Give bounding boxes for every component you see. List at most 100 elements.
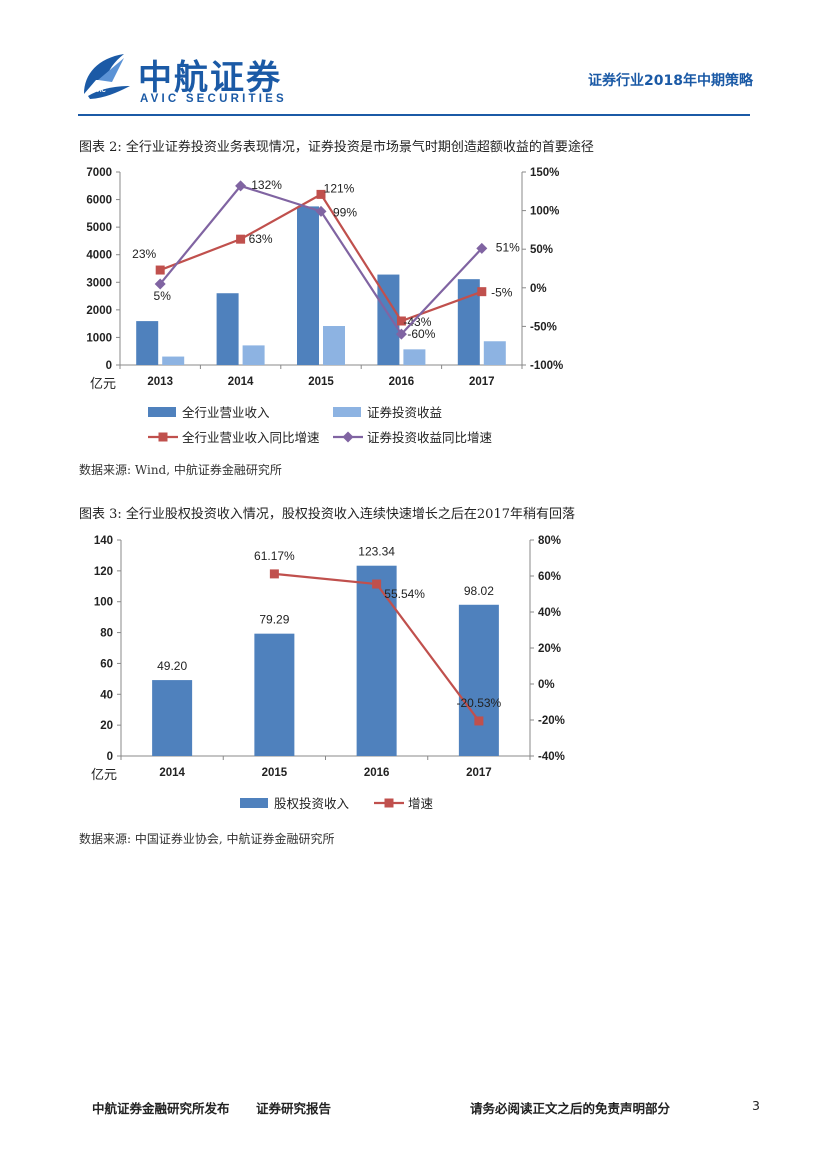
y-right-tick-label: 20% — [538, 643, 561, 655]
bar — [297, 206, 319, 365]
y-right-tick-label: -50% — [530, 321, 557, 333]
y-left-tick-label: 7000 — [86, 167, 112, 179]
line-point — [154, 278, 166, 290]
x-tick-label: 2013 — [147, 376, 173, 388]
legend-label: 证券投资收益同比增速 — [367, 430, 493, 445]
y-right-tick-label: -100% — [530, 360, 563, 372]
line-data-label: 121% — [324, 181, 355, 195]
legend-swatch-marker — [342, 431, 354, 443]
line-data-label: 23% — [132, 247, 156, 261]
y-right-tick-label: 80% — [538, 535, 561, 547]
line-point — [315, 205, 327, 217]
y-left-tick-label: 2000 — [86, 305, 112, 317]
x-tick-label: 2015 — [308, 376, 334, 388]
bar — [323, 326, 345, 365]
line-data-label: 63% — [249, 232, 273, 246]
footer-publisher: 中航证券金融研究所发布 — [92, 1101, 230, 1116]
legend-swatch — [148, 407, 176, 417]
unit-label: 亿元 — [90, 376, 116, 391]
y-left-tick-label: 0 — [106, 360, 112, 372]
header-divider — [78, 114, 750, 116]
line-point — [474, 716, 484, 726]
bar — [458, 604, 499, 756]
figure3-caption: 图表 3: 全行业股权投资收入情况，股权投资收入连续快速增长之后在2017年稍有… — [79, 507, 576, 522]
x-tick-label: 2017 — [466, 767, 492, 779]
line-data-label: 99% — [333, 205, 357, 219]
line-point — [395, 328, 407, 340]
bar — [152, 680, 193, 756]
y-right-tick-label: -40% — [538, 751, 565, 763]
legend-swatch — [240, 798, 268, 808]
y-left-tick-label: 5000 — [86, 222, 112, 234]
y-left-tick-label: 6000 — [86, 195, 112, 207]
bar — [162, 356, 185, 365]
page-header: AVIC 中航证券 AVIC SECURITIES 证券行业2018年中期策略 — [0, 0, 827, 125]
x-tick-label: 2016 — [389, 376, 415, 388]
line-point — [396, 316, 406, 326]
figure2-chart: 0 1000 2000 3000 4000 5000 6000 7000 -100% -50% 0%… — [86, 167, 563, 445]
line-point — [477, 287, 487, 297]
x-tick-label: 2014 — [159, 767, 185, 779]
bar-data-label: 98.02 — [464, 584, 494, 598]
y-left-tick-label: 140 — [94, 535, 113, 547]
unit-label: 亿元 — [91, 767, 117, 782]
line-point — [316, 189, 326, 199]
brand-name-en: AVIC SECURITIES — [140, 93, 287, 105]
y-right-tick-label: 60% — [538, 571, 561, 583]
y-left-tick-label: 60 — [100, 658, 113, 670]
y-left-tick-label: 4000 — [86, 250, 112, 262]
bar — [457, 279, 480, 365]
y-left-tick-label: 40 — [100, 689, 113, 701]
line-point — [236, 234, 246, 244]
bar — [216, 293, 239, 365]
y-right-tick-label: 100% — [530, 206, 559, 218]
y-left-tick-label: 3000 — [86, 277, 112, 289]
logo-badge: AVIC — [92, 88, 107, 94]
legend-label: 全行业营业收入 — [182, 405, 270, 420]
bar-data-label: 123.34 — [358, 545, 395, 559]
legend-label: 全行业营业收入同比增速 — [182, 430, 320, 445]
figure3-source: 数据来源: 中国证券业协会, 中航证券金融研究所 — [79, 832, 335, 846]
y-left-tick-label: 80 — [100, 628, 113, 640]
line-point — [155, 265, 165, 275]
bar — [483, 341, 506, 365]
bar — [356, 565, 397, 756]
line-data-label: 61.17% — [254, 549, 295, 563]
bar — [254, 633, 295, 756]
line-data-label: 5% — [154, 289, 172, 303]
avic-logo-icon: AVIC — [84, 54, 130, 99]
figure3-chart: 0 20 40 60 80 100 120 140 -40% -20% 0% 20% 40% 60% 80%… — [91, 535, 565, 811]
line-data-label: 132% — [251, 178, 282, 192]
document-title: 证券行业2018年中期策略 — [588, 73, 753, 89]
figure2-source: 数据来源: Wind, 中航证券金融研究所 — [79, 463, 282, 477]
legend-swatch — [333, 407, 361, 417]
bar — [403, 349, 426, 365]
line-data-label: -20.53% — [457, 696, 502, 710]
line-data-label: -60% — [407, 327, 435, 341]
bar — [377, 274, 400, 365]
line-point — [372, 579, 382, 589]
figure2-caption: 图表 2: 全行业证券投资业务表现情况，证券投资是市场景气时期创造超额收益的首要… — [79, 140, 594, 155]
x-tick-label: 2015 — [262, 767, 288, 779]
legend-label: 股权投资收入 — [274, 796, 350, 811]
line-point — [476, 242, 488, 254]
line-point — [235, 180, 247, 192]
legend-label: 增速 — [408, 796, 434, 811]
line-data-label: 55.54% — [384, 587, 425, 601]
y-right-tick-label: 0% — [538, 679, 555, 691]
y-left-tick-label: 1000 — [86, 332, 112, 344]
y-right-tick-label: 40% — [538, 607, 561, 619]
footer-disclaimer: 请务必阅读正文之后的免责声明部分 — [470, 1101, 671, 1116]
x-tick-label: 2016 — [364, 767, 390, 779]
legend-label: 证券投资收益 — [367, 405, 442, 420]
line-point — [269, 569, 279, 579]
page-number: 3 — [752, 1098, 760, 1113]
legend-swatch-marker — [158, 432, 168, 442]
y-left-tick-label: 20 — [100, 720, 113, 732]
footer-report-type: 证券研究报告 — [256, 1101, 332, 1116]
y-left-tick-label: 100 — [94, 597, 113, 609]
line-data-label: -5% — [491, 286, 513, 300]
line-data-label: 51% — [496, 240, 520, 254]
y-right-tick-label: 50% — [530, 244, 553, 256]
y-right-tick-label: 150% — [530, 167, 559, 179]
